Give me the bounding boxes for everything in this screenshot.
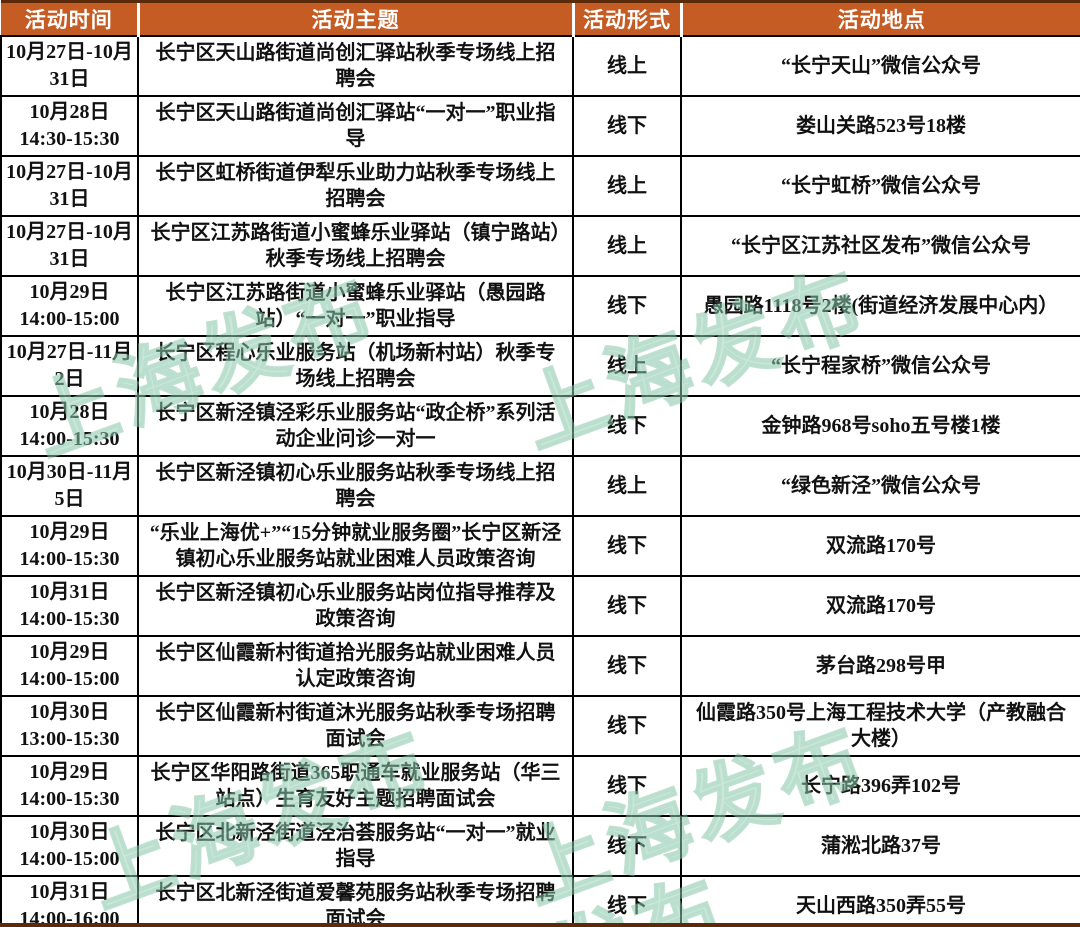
header-activity-format: 活动形式 (571, 0, 681, 37)
cell-time: 10月29日 14:00-15:30 (0, 754, 139, 817)
cell-format: 线下 (572, 94, 682, 157)
cell-location: “长宁虹桥”微信公众号 (680, 154, 1080, 217)
cell-format: 线下 (572, 574, 682, 637)
cell-time: 10月28日 14:30-15:30 (0, 94, 139, 157)
cell-theme: 长宁区新泾镇泾彩乐业服务站“政企桥”系列活动企业问诊一对一 (137, 394, 574, 457)
cell-time: 10月31日 14:00-16:00 (0, 874, 139, 927)
cell-format: 线上 (572, 334, 682, 397)
table-row: 10月31日 14:00-16:00 长宁区北新泾街道爱馨苑服务站秋季专场招聘面试… (0, 874, 1080, 927)
table-row: 10月30日 13:00-15:30 长宁区仙霞新村街道沐光服务站秋季专场招聘面试… (0, 694, 1080, 757)
header-activity-time: 活动时间 (1, 0, 138, 37)
cell-location: 双流路170号 (680, 514, 1080, 577)
cell-format: 线下 (572, 514, 682, 577)
header-activity-location: 活动地点 (679, 0, 1080, 37)
cell-location: “绿色新泾”微信公众号 (680, 454, 1080, 517)
cell-location: 双流路170号 (680, 574, 1080, 637)
cell-format: 线上 (572, 34, 682, 97)
cell-time: 10月27日-11月2日 (0, 334, 139, 397)
cell-theme: 长宁区北新泾街道爱馨苑服务站秋季专场招聘面试会 (137, 874, 574, 927)
cell-location: 娄山关路523号18楼 (680, 94, 1080, 157)
cell-time: 10月29日 14:00-15:30 (0, 514, 139, 577)
cell-location: 长宁路396弄102号 (680, 754, 1080, 817)
table-row: 10月27日-10月31日 长宁区天山路街道尚创汇驿站秋季专场线上招聘会 线上 “长宁… (0, 34, 1080, 97)
cell-time: 10月29日 14:00-15:00 (0, 634, 139, 697)
cell-format: 线上 (572, 214, 682, 277)
table-row: 10月29日 14:00-15:00 长宁区仙霞新村街道拾光服务站就业困难人员认定… (0, 634, 1080, 697)
cell-location: 蒲淞北路37号 (680, 814, 1080, 877)
cell-format: 线下 (572, 634, 682, 697)
cell-format: 线下 (572, 274, 682, 337)
table-row: 10月29日 14:00-15:30 “乐业上海优+”“15分钟就业服务圈”长宁区… (0, 514, 1080, 577)
table-row: 10月30日-11月5日 长宁区新泾镇初心乐业服务站秋季专场线上招聘会 线上 “绿色新… (0, 454, 1080, 517)
bottom-border-bar (0, 923, 1080, 927)
cell-location: “长宁天山”微信公众号 (680, 34, 1080, 97)
cell-time: 10月30日-11月5日 (0, 454, 139, 517)
cell-location: “长宁区江苏社区发布”微信公众号 (680, 214, 1080, 277)
table-row: 10月28日 14:30-15:30 长宁区天山路街道尚创汇驿站“一对一”职业指导… (0, 94, 1080, 157)
cell-format: 线上 (572, 454, 682, 517)
header-activity-theme: 活动主题 (136, 0, 573, 37)
cell-theme: “乐业上海优+”“15分钟就业服务圈”长宁区新泾镇初心乐业服务站就业困难人员政策… (137, 514, 574, 577)
cell-theme: 长宁区北新泾街道泾治荟服务站“一对一”就业指导 (137, 814, 574, 877)
cell-time: 10月27日-10月31日 (0, 214, 139, 277)
cell-theme: 长宁区仙霞新村街道拾光服务站就业困难人员认定政策咨询 (137, 634, 574, 697)
cell-time: 10月30日 14:00-15:00 (0, 814, 139, 877)
cell-format: 线下 (572, 814, 682, 877)
cell-theme: 长宁区程心乐业服务站（机场新村站）秋季专场线上招聘会 (137, 334, 574, 397)
cell-format: 线上 (572, 154, 682, 217)
cell-location: 金钟路968号soho五号楼1楼 (680, 394, 1080, 457)
cell-location: 茅台路298号甲 (680, 634, 1080, 697)
cell-time: 10月28日 14:00-15:30 (0, 394, 139, 457)
cell-location: “长宁程家桥”微信公众号 (680, 334, 1080, 397)
table-row: 10月29日 14:00-15:30 长宁区华阳路街道365职通车就业服务站（华三… (0, 754, 1080, 817)
table-row: 10月27日-10月31日 长宁区江苏路街道小蜜蜂乐业驿站（镇宁路站）秋季专场线上… (0, 214, 1080, 277)
header-row: 活动时间 活动主题 活动形式 活动地点 (1, 0, 1080, 37)
cell-theme: 长宁区新泾镇初心乐业服务站岗位指导推荐及政策咨询 (137, 574, 574, 637)
cell-time: 10月30日 13:00-15:30 (0, 694, 139, 757)
cell-time: 10月29日 14:00-15:00 (0, 274, 139, 337)
table-row: 10月28日 14:00-15:30 长宁区新泾镇泾彩乐业服务站“政企桥”系列活动… (0, 394, 1080, 457)
table-row: 10月29日 14:00-15:00 长宁区江苏路街道小蜜蜂乐业驿站（愚园路站）“… (0, 274, 1080, 337)
table-row: 10月30日 14:00-15:00 长宁区北新泾街道泾治荟服务站“一对一”就业指… (0, 814, 1080, 877)
cell-format: 线下 (572, 874, 682, 927)
cell-theme: 长宁区江苏路街道小蜜蜂乐业驿站（愚园路站）“一对一”职业指导 (137, 274, 574, 337)
table-row: 10月27日-11月2日 长宁区程心乐业服务站（机场新村站）秋季专场线上招聘会 线上… (0, 334, 1080, 397)
cell-format: 线下 (572, 754, 682, 817)
cell-theme: 长宁区虹桥街道伊犁乐业助力站秋季专场线上招聘会 (137, 154, 574, 217)
cell-location: 天山西路350弄55号 (680, 874, 1080, 927)
cell-theme: 长宁区江苏路街道小蜜蜂乐业驿站（镇宁路站）秋季专场线上招聘会 (137, 214, 574, 277)
cell-time: 10月27日-10月31日 (0, 154, 139, 217)
cell-location: 仙霞路350号上海工程技术大学（产教融合大楼） (680, 694, 1080, 757)
cell-time: 10月27日-10月31日 (0, 34, 139, 97)
cell-theme: 长宁区新泾镇初心乐业服务站秋季专场线上招聘会 (137, 454, 574, 517)
cell-format: 线下 (572, 694, 682, 757)
cell-format: 线下 (572, 394, 682, 457)
cell-theme: 长宁区天山路街道尚创汇驿站“一对一”职业指导 (137, 94, 574, 157)
cell-theme: 长宁区华阳路街道365职通车就业服务站（华三站点）生育友好主题招聘面试会 (137, 754, 574, 817)
table-row: 10月27日-10月31日 长宁区虹桥街道伊犁乐业助力站秋季专场线上招聘会 线上 “长… (0, 154, 1080, 217)
cell-time: 10月31日 14:00-15:30 (0, 574, 139, 637)
cell-location: 愚园路1118号2楼(街道经济发展中心内） (680, 274, 1080, 337)
cell-theme: 长宁区天山路街道尚创汇驿站秋季专场线上招聘会 (137, 34, 574, 97)
cell-theme: 长宁区仙霞新村街道沐光服务站秋季专场招聘面试会 (137, 694, 574, 757)
table-row: 10月31日 14:00-15:30 长宁区新泾镇初心乐业服务站岗位指导推荐及政策… (0, 574, 1080, 637)
